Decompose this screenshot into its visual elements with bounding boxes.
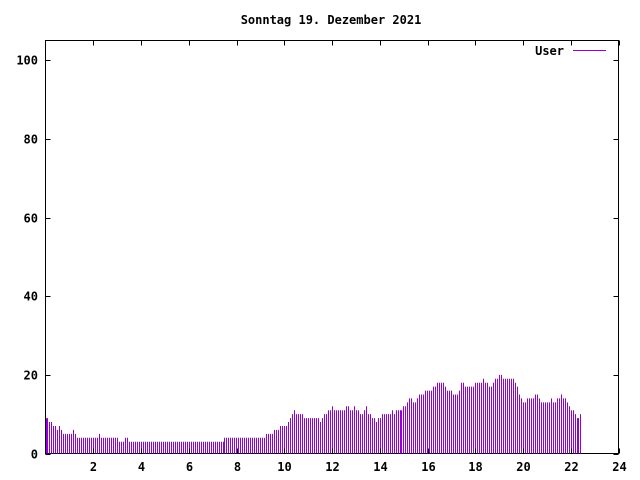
x-tick-label: 20 xyxy=(516,460,530,474)
legend: User xyxy=(535,44,606,58)
y-tick-label: 60 xyxy=(24,212,38,226)
x-tick-label: 6 xyxy=(186,460,193,474)
x-tick-label: 10 xyxy=(277,460,291,474)
x-tick-label: 2 xyxy=(90,460,97,474)
x-tick-label: 18 xyxy=(468,460,482,474)
x-tick-label: 14 xyxy=(373,460,387,474)
chart-title: Sonntag 19. Dezember 2021 xyxy=(241,13,422,27)
y-tick-label: 20 xyxy=(24,369,38,383)
x-axis: 2 4 6 8 10 12 14 16 18 20 22 24 xyxy=(90,40,627,474)
y-axis: 0 20 40 60 80 100 xyxy=(16,54,619,462)
y-tick-label: 40 xyxy=(24,290,38,304)
x-tick-label: 8 xyxy=(234,460,241,474)
x-tick-label: 16 xyxy=(421,460,435,474)
x-tick-label: 24 xyxy=(612,460,626,474)
x-tick-label: 12 xyxy=(325,460,339,474)
bar-series-user xyxy=(46,374,581,454)
plot-frame xyxy=(45,40,619,454)
x-tick-label: 22 xyxy=(564,460,578,474)
y-tick-label: 80 xyxy=(24,133,38,147)
y-tick-label: 100 xyxy=(16,54,38,68)
x-tick-label: 4 xyxy=(138,460,145,474)
legend-label-user: User xyxy=(535,44,564,58)
y-tick-label: 0 xyxy=(31,448,38,462)
